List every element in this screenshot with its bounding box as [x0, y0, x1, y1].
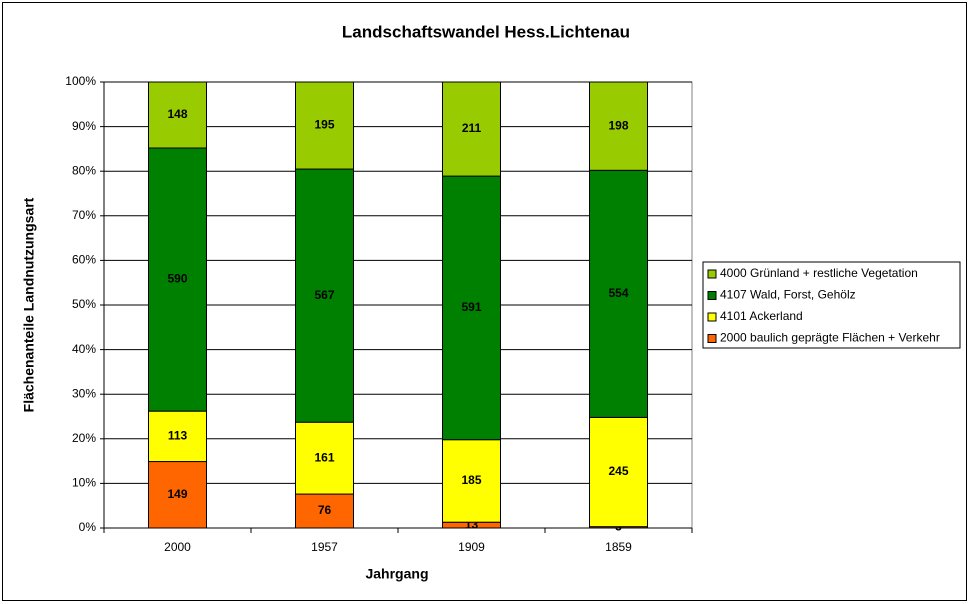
data-label: 161 — [314, 450, 334, 464]
bar-segment — [589, 169, 648, 418]
bar-segment — [442, 81, 501, 177]
legend-label: 4101 Ackerland — [720, 309, 803, 323]
data-label: 590 — [167, 272, 187, 286]
legend-label: 2000 baulich geprägte Flächen + Verkehr — [720, 331, 940, 345]
y-tick-label: 0% — [79, 520, 97, 534]
y-tick-label: 90% — [72, 119, 96, 133]
bar-segment — [442, 439, 501, 523]
x-tick-label: 2000 — [164, 540, 191, 554]
data-label: 554 — [608, 286, 628, 300]
y-tick-label: 100% — [65, 74, 96, 88]
legend-swatch — [707, 291, 717, 300]
data-label: 185 — [461, 473, 481, 487]
x-tick-label: 1859 — [605, 540, 632, 554]
y-tick-label: 70% — [72, 208, 96, 222]
x-tick-label: 1909 — [458, 540, 485, 554]
bar-segment — [148, 461, 207, 529]
data-label: 113 — [168, 429, 188, 443]
bar-segment — [295, 81, 354, 170]
y-tick-label: 50% — [72, 297, 96, 311]
data-label: 148 — [167, 107, 187, 121]
x-axis-title: Jahrgang — [365, 566, 428, 582]
x-tick-label: 1957 — [311, 540, 338, 554]
data-label: 76 — [318, 503, 332, 517]
bar-segment — [295, 493, 354, 529]
data-label: 195 — [314, 118, 334, 132]
y-tick-label: 30% — [72, 386, 96, 400]
legend-label: 4000 Grünland + restliche Vegetation — [720, 266, 918, 280]
data-label: 591 — [461, 300, 481, 314]
bar-segment — [589, 81, 648, 171]
data-label: 198 — [608, 118, 628, 132]
y-axis-title: Flächenanteile Landnutzungsart — [21, 197, 37, 412]
y-tick-label: 60% — [72, 253, 96, 267]
chart-title: Landschaftswandel Hess.Lichtenau — [342, 22, 630, 41]
data-label: 245 — [608, 464, 628, 478]
y-tick-label: 10% — [72, 476, 96, 490]
y-tick-label: 80% — [72, 163, 96, 177]
data-label: 567 — [314, 288, 334, 302]
y-tick-label: 20% — [72, 431, 96, 445]
y-tick-label: 40% — [72, 342, 96, 356]
legend-swatch — [707, 269, 717, 279]
legend-label: 4107 Wald, Forst, Gehölz — [720, 288, 856, 302]
bar-segment — [148, 81, 207, 149]
data-label: 211 — [462, 121, 482, 135]
data-label: 149 — [167, 487, 187, 501]
bar-segment — [295, 421, 354, 495]
legend-box — [702, 261, 961, 349]
bar-segment — [589, 416, 648, 528]
legend-swatch — [707, 312, 717, 322]
bar-segment — [148, 147, 207, 412]
bar-segment — [295, 168, 354, 423]
legend-swatch — [707, 334, 717, 343]
bar-segment — [442, 175, 501, 441]
